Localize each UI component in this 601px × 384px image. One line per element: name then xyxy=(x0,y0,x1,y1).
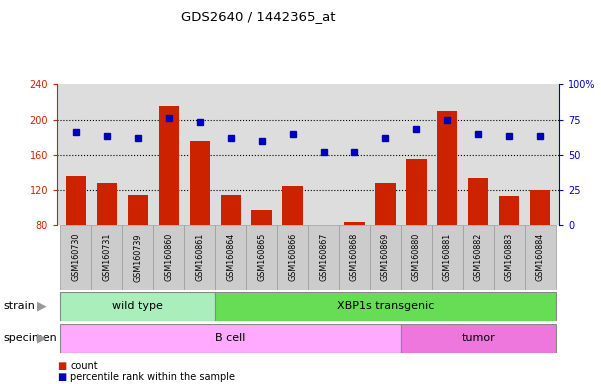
Bar xyxy=(344,222,365,225)
Text: ▶: ▶ xyxy=(37,332,47,344)
Bar xyxy=(97,183,117,225)
Bar xyxy=(215,225,246,290)
Text: ■: ■ xyxy=(57,372,66,382)
Text: GSM160861: GSM160861 xyxy=(195,233,204,281)
Bar xyxy=(60,324,401,353)
Text: tumor: tumor xyxy=(462,333,495,343)
Text: percentile rank within the sample: percentile rank within the sample xyxy=(70,372,236,382)
Bar xyxy=(91,225,122,290)
Text: GSM160864: GSM160864 xyxy=(226,233,235,281)
Bar xyxy=(184,225,215,290)
Bar xyxy=(60,225,91,290)
Text: ■: ■ xyxy=(57,361,66,371)
Text: GSM160869: GSM160869 xyxy=(381,233,390,281)
Text: GSM160866: GSM160866 xyxy=(288,233,297,281)
Bar xyxy=(463,225,494,290)
Bar xyxy=(60,292,215,321)
Bar xyxy=(406,159,427,225)
Bar xyxy=(468,178,489,225)
Bar xyxy=(401,324,556,353)
Bar xyxy=(122,225,153,290)
Text: GSM160739: GSM160739 xyxy=(133,233,142,281)
Bar xyxy=(401,225,432,290)
Text: GSM160882: GSM160882 xyxy=(474,233,483,281)
Bar xyxy=(282,186,302,225)
Text: XBP1s transgenic: XBP1s transgenic xyxy=(337,301,434,311)
Text: GSM160883: GSM160883 xyxy=(505,233,514,281)
Bar xyxy=(277,225,308,290)
Bar xyxy=(251,210,272,225)
Text: strain: strain xyxy=(3,301,35,311)
Bar xyxy=(370,225,401,290)
Text: GSM160730: GSM160730 xyxy=(71,233,80,281)
Bar xyxy=(153,225,184,290)
Bar xyxy=(530,190,551,225)
Bar xyxy=(159,106,178,225)
Bar xyxy=(499,196,519,225)
Bar xyxy=(221,195,240,225)
Bar xyxy=(127,195,148,225)
Bar xyxy=(438,111,457,225)
Text: GSM160731: GSM160731 xyxy=(102,233,111,281)
Text: GSM160881: GSM160881 xyxy=(443,233,452,281)
Bar xyxy=(189,141,210,225)
Text: B cell: B cell xyxy=(215,333,246,343)
Bar xyxy=(525,225,556,290)
Bar xyxy=(308,225,339,290)
Text: ▶: ▶ xyxy=(37,300,47,313)
Bar xyxy=(339,225,370,290)
Bar xyxy=(432,225,463,290)
Text: GSM160868: GSM160868 xyxy=(350,233,359,281)
Bar xyxy=(376,183,395,225)
Bar xyxy=(494,225,525,290)
Text: specimen: specimen xyxy=(3,333,56,343)
Text: count: count xyxy=(70,361,98,371)
Text: GSM160867: GSM160867 xyxy=(319,233,328,281)
Bar xyxy=(215,292,556,321)
Text: GDS2640 / 1442365_at: GDS2640 / 1442365_at xyxy=(181,10,336,23)
Text: GSM160865: GSM160865 xyxy=(257,233,266,281)
Text: GSM160880: GSM160880 xyxy=(412,233,421,281)
Bar xyxy=(246,225,277,290)
Bar xyxy=(66,177,86,225)
Text: wild type: wild type xyxy=(112,301,163,311)
Text: GSM160884: GSM160884 xyxy=(536,233,545,281)
Text: GSM160860: GSM160860 xyxy=(164,233,173,281)
